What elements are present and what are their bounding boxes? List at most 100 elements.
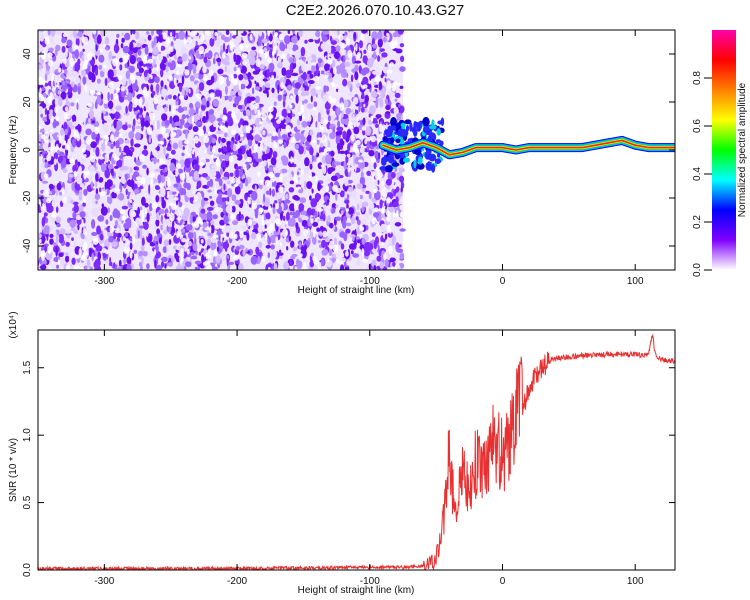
noise-speckle xyxy=(256,198,260,205)
noise-speckle xyxy=(257,52,260,58)
noise-speckle xyxy=(364,212,369,219)
noise-speckle xyxy=(141,237,145,246)
noise-gap xyxy=(290,95,294,100)
noise-speckle xyxy=(379,48,385,52)
noise-speckle xyxy=(224,95,230,100)
noise-speckle xyxy=(179,187,185,196)
noise-speckle xyxy=(202,185,207,189)
noise-gap xyxy=(209,92,215,98)
noise-speckle xyxy=(265,212,271,220)
noise-speckle xyxy=(234,185,241,195)
signal-onset-blob xyxy=(422,125,430,134)
noise-speckle xyxy=(290,240,295,248)
noise-speckle xyxy=(97,116,103,123)
noise-gap xyxy=(211,154,217,159)
noise-speckle xyxy=(115,140,120,149)
noise-speckle xyxy=(206,79,213,86)
noise-speckle xyxy=(298,30,303,38)
noise-gap xyxy=(122,55,129,64)
noise-gap xyxy=(191,116,195,125)
noise-speckle xyxy=(206,206,214,211)
noise-speckle xyxy=(134,157,137,163)
noise-speckle xyxy=(99,187,102,193)
noise-speckle xyxy=(163,229,168,235)
noise-speckle xyxy=(46,205,54,213)
noise-gap xyxy=(290,136,296,143)
noise-speckle xyxy=(292,246,298,252)
noise-speckle xyxy=(328,186,333,190)
noise-speckle xyxy=(262,90,269,94)
noise-speckle xyxy=(311,64,316,74)
noise-speckle xyxy=(193,73,199,79)
noise-gap xyxy=(200,34,205,43)
noise-speckle xyxy=(307,70,312,75)
noise-speckle xyxy=(298,203,305,213)
noise-gap xyxy=(51,78,54,87)
noise-gap xyxy=(353,147,360,154)
noise-speckle xyxy=(343,160,347,170)
noise-speckle xyxy=(107,163,114,170)
noise-speckle xyxy=(55,48,58,56)
noise-gap xyxy=(228,155,234,163)
noise-speckle xyxy=(174,252,179,259)
noise-speckle xyxy=(148,68,152,75)
noise-gap xyxy=(164,132,170,138)
noise-gap xyxy=(151,172,155,178)
noise-speckle xyxy=(287,84,293,91)
noise-gap xyxy=(160,184,163,188)
noise-speckle xyxy=(162,169,166,174)
noise-gap xyxy=(218,125,225,130)
noise-speckle xyxy=(283,199,291,204)
noise-speckle xyxy=(359,147,365,154)
signal-onset-blob xyxy=(417,156,423,165)
noise-speckle xyxy=(91,120,95,124)
noise-speckle xyxy=(379,199,383,209)
noise-speckle xyxy=(309,129,314,136)
snr-frame xyxy=(37,329,676,571)
noise-gap xyxy=(232,79,238,86)
noise-speckle xyxy=(53,158,57,165)
noise-speckle xyxy=(129,171,132,181)
noise-speckle xyxy=(263,160,267,167)
noise-speckle xyxy=(328,249,333,256)
noise-speckle xyxy=(134,143,141,148)
noise-speckle xyxy=(264,82,271,88)
noise-speckle xyxy=(231,194,237,202)
noise-speckle xyxy=(377,88,385,93)
noise-speckle xyxy=(138,67,144,74)
noise-speckle xyxy=(65,252,69,257)
noise-speckle xyxy=(315,30,321,38)
noise-speckle xyxy=(238,239,242,243)
noise-speckle xyxy=(270,234,277,244)
noise-gap xyxy=(387,224,391,234)
noise-speckle xyxy=(384,98,389,105)
noise-gap xyxy=(272,41,278,50)
noise-gap xyxy=(315,85,322,90)
noise-speckle xyxy=(223,215,229,225)
noise-speckle xyxy=(212,115,216,122)
noise-speckle xyxy=(289,212,294,216)
noise-gap xyxy=(103,99,108,105)
signal-onset-blob xyxy=(413,159,417,169)
noise-gap xyxy=(347,49,353,59)
noise-speckle xyxy=(115,120,123,130)
noise-speckle xyxy=(94,35,97,44)
noise-gap xyxy=(76,133,81,142)
noise-speckle xyxy=(72,30,77,37)
noise-speckle xyxy=(364,241,371,248)
noise-gap xyxy=(257,171,261,178)
noise-speckle xyxy=(344,47,351,51)
chart-title: C2E2.2026.070.10.43.G27 xyxy=(285,2,465,19)
noise-speckle xyxy=(261,153,268,162)
noise-speckle xyxy=(110,93,114,101)
noise-speckle xyxy=(111,241,118,248)
noise-speckle xyxy=(61,37,67,44)
noise-gap xyxy=(285,229,288,237)
noise-speckle xyxy=(124,232,129,238)
noise-gap xyxy=(272,49,276,56)
noise-speckle xyxy=(385,104,391,111)
noise-speckle xyxy=(94,100,98,110)
noise-speckle xyxy=(68,70,75,77)
noise-speckle xyxy=(124,132,127,137)
noise-speckle xyxy=(306,121,310,126)
